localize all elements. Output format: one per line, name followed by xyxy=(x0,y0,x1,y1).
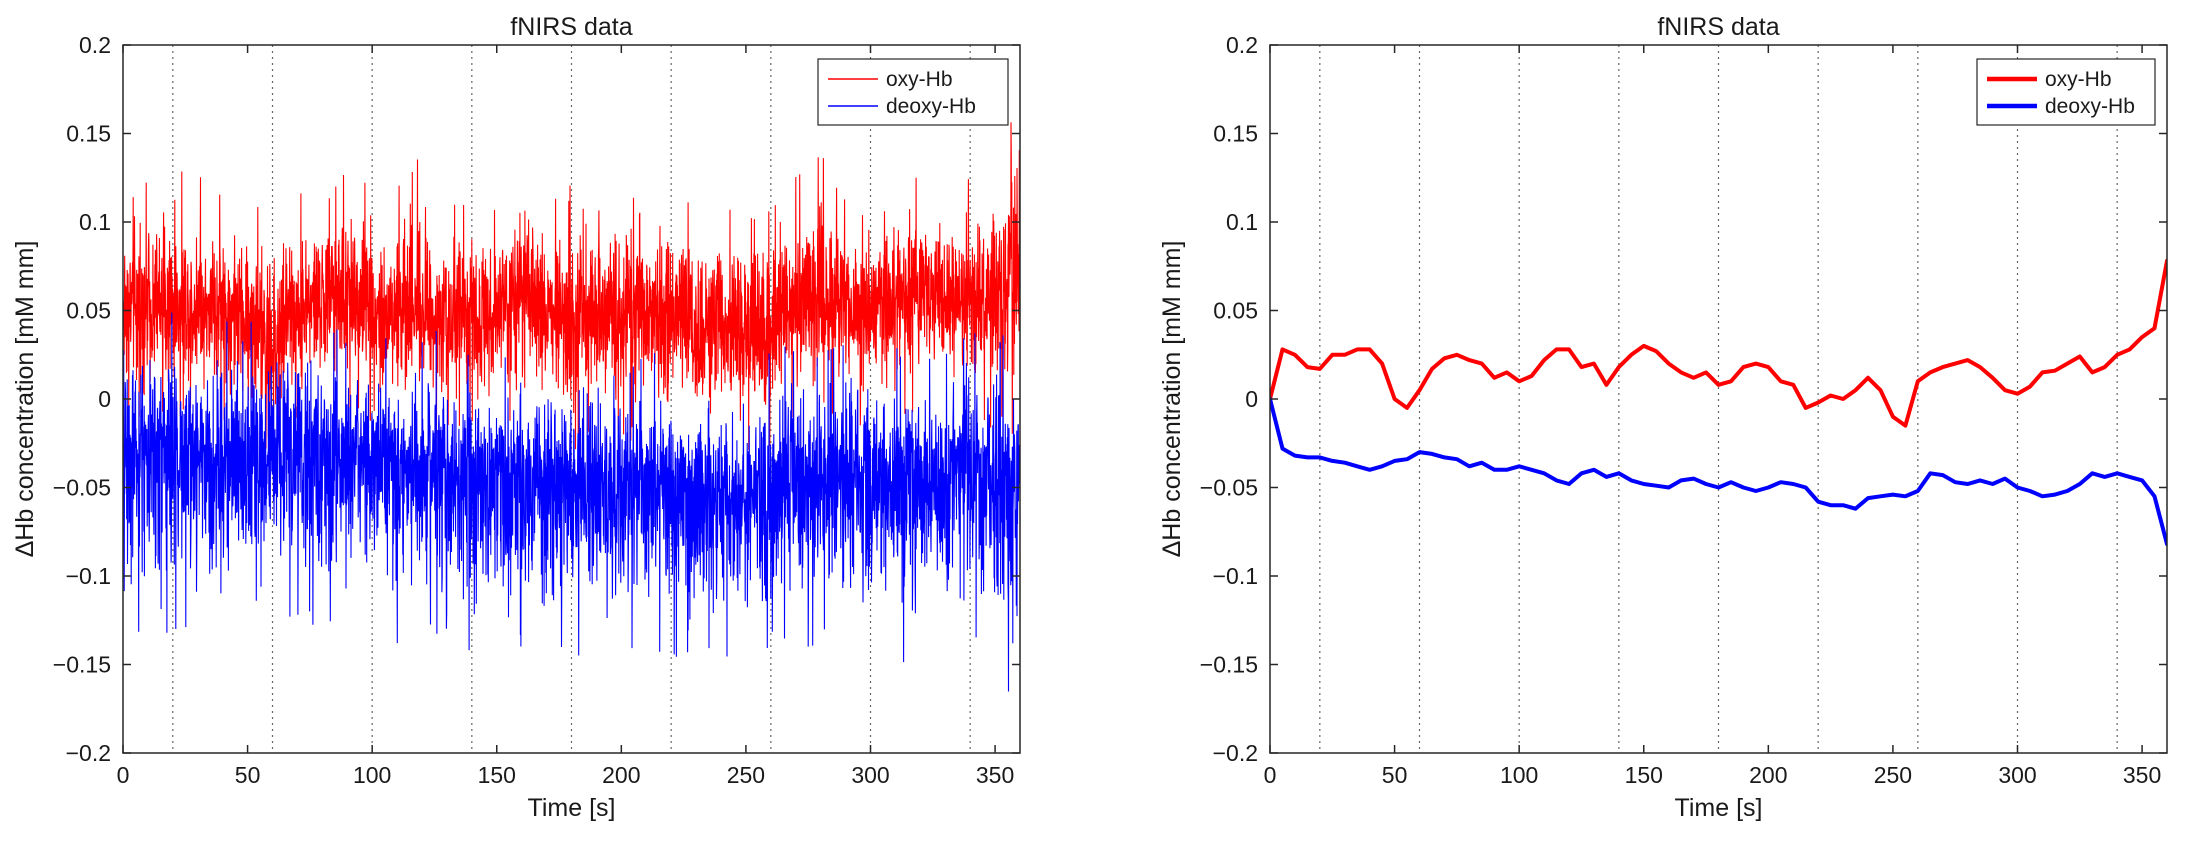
x-tick-label: 100 xyxy=(1500,762,1538,788)
y-tick-label: 0 xyxy=(98,386,111,412)
x-tick-label: 150 xyxy=(478,762,516,788)
y-tick-label: 0.05 xyxy=(66,298,111,324)
series-line-oxy-Hb xyxy=(123,122,1020,450)
x-tick-label: 200 xyxy=(1749,762,1787,788)
x-tick-label: 150 xyxy=(1625,762,1663,788)
y-tick-label: 0.05 xyxy=(1213,298,1258,324)
legend-label-oxy-Hb: oxy-Hb xyxy=(886,68,953,91)
x-axis-label: Time [s] xyxy=(1675,794,1763,822)
legend-box xyxy=(817,58,1009,126)
x-tick-label: 50 xyxy=(235,762,261,788)
chart-title: fNIRS data xyxy=(510,13,632,41)
y-tick-label: 0 xyxy=(1245,386,1258,412)
legend-label-deoxy-Hb: deoxy-Hb xyxy=(886,95,976,118)
y-tick-label: −0.15 xyxy=(1200,652,1258,678)
y-tick-label: −0.1 xyxy=(1213,563,1258,589)
legend-label-oxy-Hb: oxy-Hb xyxy=(2045,68,2112,91)
chart-panel-1: 0 50 100 150 200 250 300 350 −0.2 −0.15 −0.1 −0.05 0… xyxy=(11,13,1021,822)
x-tick-label: 0 xyxy=(1264,762,1277,788)
series-line-deoxy-Hb xyxy=(1270,397,2167,547)
y-tick-label: 0.1 xyxy=(1226,209,1258,235)
y-tick-label: −0.15 xyxy=(53,652,111,678)
y-tick-label: 0.15 xyxy=(66,121,111,147)
y-tick-label: 0.2 xyxy=(1226,32,1258,58)
x-tick-label: 350 xyxy=(976,762,1014,788)
series-group xyxy=(1270,258,2167,547)
legend-label-deoxy-Hb: deoxy-Hb xyxy=(2045,95,2135,118)
chart-panel-2: 0 50 100 150 200 250 300 350 −0.2 −0.15 −0.1 −0.05 0… xyxy=(1158,13,2168,822)
x-tick-label: 100 xyxy=(353,762,391,788)
legend: oxy-Hb deoxy-Hb xyxy=(1976,58,2156,126)
legend: oxy-Hb deoxy-Hb xyxy=(817,58,1009,126)
y-tick-label: 0.2 xyxy=(79,32,111,58)
y-tick-label: 0.1 xyxy=(79,209,111,235)
x-tick-label: 300 xyxy=(1998,762,2036,788)
y-axis-label: ΔHb concentration [mM mm] xyxy=(1158,241,1186,558)
series-group xyxy=(123,122,1020,692)
x-tick-label: 300 xyxy=(851,762,889,788)
y-tick-label: −0.05 xyxy=(1200,475,1258,501)
legend-box xyxy=(1976,58,2156,126)
y-tick-label: −0.05 xyxy=(53,475,111,501)
x-tick-label: 250 xyxy=(727,762,765,788)
x-tick-label: 50 xyxy=(1382,762,1408,788)
y-tick-label: −0.2 xyxy=(66,740,111,766)
x-tick-label: 200 xyxy=(602,762,640,788)
y-tick-label: −0.1 xyxy=(66,563,111,589)
x-axis-label: Time [s] xyxy=(528,794,616,822)
y-tick-label: 0.15 xyxy=(1213,121,1258,147)
y-axis-label: ΔHb concentration [mM mm] xyxy=(11,241,39,558)
series-line-oxy-Hb xyxy=(1270,258,2167,428)
x-tick-label: 250 xyxy=(1874,762,1912,788)
x-tick-label: 350 xyxy=(2123,762,2161,788)
x-tick-label: 0 xyxy=(117,762,130,788)
chart-title: fNIRS data xyxy=(1657,13,1779,41)
series-line-deoxy-Hb xyxy=(123,312,1020,692)
y-tick-label: −0.2 xyxy=(1213,740,1258,766)
